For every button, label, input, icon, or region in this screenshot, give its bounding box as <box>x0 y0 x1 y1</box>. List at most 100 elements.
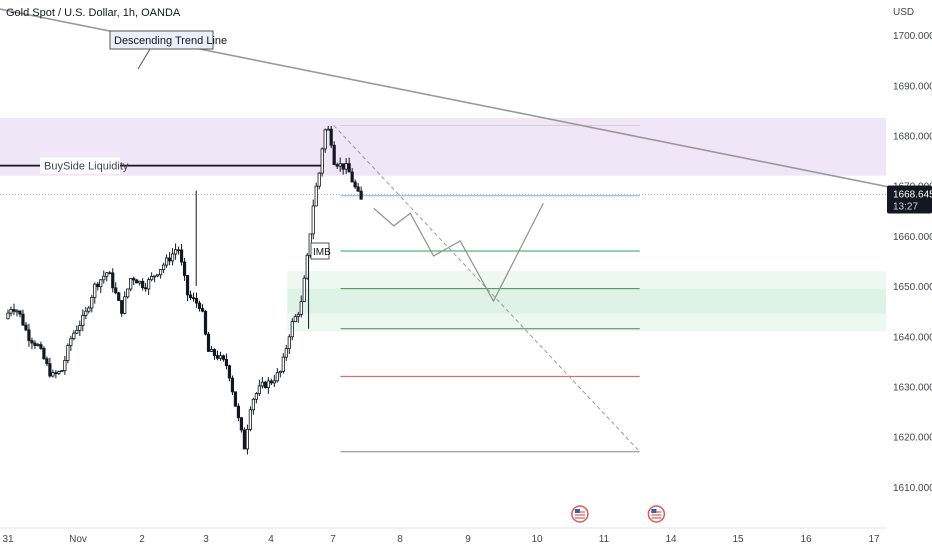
candle-body <box>335 164 339 167</box>
candle-body <box>302 277 306 303</box>
candle-body <box>263 381 267 389</box>
candle-body <box>272 380 276 384</box>
candle-body <box>78 325 82 331</box>
time-tick-label: 16 <box>800 534 812 545</box>
candle-body <box>27 329 31 341</box>
candle-body <box>147 279 151 290</box>
candle-body <box>287 336 291 350</box>
candle-body <box>296 313 300 318</box>
candle-body <box>120 300 124 314</box>
levels-layer <box>0 124 886 453</box>
candle-body <box>233 391 238 407</box>
candle-body <box>117 292 121 301</box>
trend-label-box[interactable] <box>109 30 214 50</box>
candle-body <box>347 163 351 173</box>
countdown-label: 13:27 <box>893 201 918 212</box>
imb-label-box[interactable] <box>310 242 330 260</box>
time-tick-label: 11 <box>599 534 610 545</box>
candle-body <box>132 278 136 281</box>
candle-body <box>42 348 46 360</box>
candle-body <box>242 429 247 450</box>
candle-body <box>30 340 34 344</box>
candle-body <box>203 310 208 335</box>
candle-body <box>266 380 270 389</box>
candle-body <box>138 280 142 284</box>
candle-body <box>269 380 273 384</box>
time-tick-label: 10 <box>531 534 543 545</box>
candle-body <box>69 338 73 346</box>
candle-body <box>75 329 79 334</box>
time-axis[interactable]: 31 Nov 2 3 4 7 8 9 10 11 14 15 16 17 <box>0 527 886 545</box>
candle-body <box>84 310 88 316</box>
candle-body <box>15 310 19 313</box>
time-tick-label: 7 <box>330 534 336 545</box>
candle-body <box>314 185 318 207</box>
candle-body <box>99 279 103 288</box>
candle-body <box>162 264 166 270</box>
us-flag-icon[interactable] <box>571 505 589 523</box>
currency-label: USD <box>893 7 914 18</box>
candle-body <box>224 358 229 367</box>
candle-body <box>353 181 357 188</box>
price-tick-label: 1680.000 <box>893 131 932 142</box>
price-tick-label: 1610.000 <box>893 483 932 494</box>
candle-body <box>165 257 169 266</box>
price-axis[interactable]: USD 1610.000 1620.000 1630.000 1640.000 1650.… <box>887 7 932 494</box>
candle-body <box>57 371 61 374</box>
candle-body <box>87 307 91 312</box>
candle-body <box>159 269 163 276</box>
candle-body <box>338 163 342 167</box>
price-tick-label: 1640.000 <box>893 332 932 343</box>
us-flag-canton <box>574 509 580 513</box>
candle-body <box>293 316 297 323</box>
candle-body <box>320 148 324 174</box>
candle-body <box>39 344 43 349</box>
candle-body <box>66 345 70 361</box>
price-tick-label: 1620.000 <box>893 433 932 444</box>
price-tick-label: 1660.000 <box>893 232 932 243</box>
symbol-title[interactable]: Gold Spot / U.S. Dollar, 1h, OANDA <box>6 7 181 19</box>
candle-body <box>227 365 232 379</box>
candle-body <box>141 280 145 289</box>
buyside-liquidity-label: BuySide Liquidity <box>44 161 129 173</box>
candle-body <box>126 288 130 298</box>
time-tick-label: 17 <box>868 534 880 545</box>
price-tick-label: 1650.000 <box>893 282 932 293</box>
time-tick-label: 14 <box>665 534 677 545</box>
candle-body <box>278 370 282 374</box>
current-price-badge[interactable] <box>887 185 932 214</box>
candle-body <box>9 309 13 314</box>
us-flag-canton <box>651 509 657 513</box>
candle-body <box>218 355 223 359</box>
candle-body <box>150 276 154 281</box>
zone-demand-inner <box>287 288 886 314</box>
candle-body <box>173 249 178 255</box>
candle-body <box>239 417 244 431</box>
time-tick-label: 31 <box>2 534 14 545</box>
time-tick-label: Nov <box>69 534 87 545</box>
candle-body <box>206 333 211 352</box>
us-flag-icon[interactable] <box>647 505 666 523</box>
price-tick-label: 1690.000 <box>893 81 932 92</box>
candle-body <box>114 287 118 294</box>
candle-body <box>111 272 115 289</box>
candle-body <box>260 381 264 387</box>
candle-body <box>33 342 37 346</box>
candle-body <box>24 324 28 331</box>
candle-body <box>197 302 202 309</box>
projection-dashed-line[interactable] <box>333 125 641 453</box>
projection-path[interactable] <box>373 202 544 303</box>
projection-layer <box>333 125 641 453</box>
imb-label: IMB <box>313 247 331 258</box>
candle-body <box>290 321 294 338</box>
candle-body <box>90 297 94 309</box>
candle-body <box>170 253 175 262</box>
candle-body <box>212 349 217 356</box>
candle-body <box>200 308 205 312</box>
candle-body <box>221 355 226 360</box>
price-tick-label: 1630.000 <box>893 382 932 393</box>
time-tick-label: 4 <box>268 534 274 545</box>
candle-body <box>108 272 112 275</box>
